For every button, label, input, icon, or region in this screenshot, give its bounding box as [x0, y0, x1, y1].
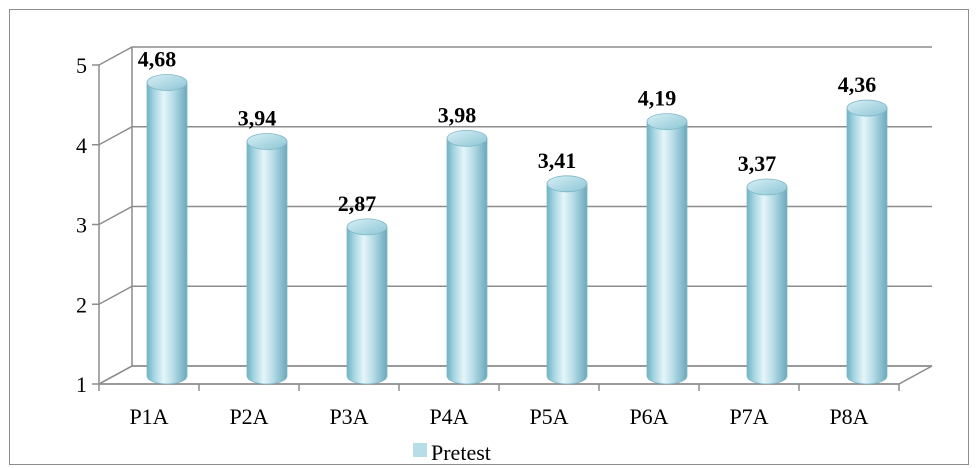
- y-tick-label: 5: [76, 53, 87, 78]
- y-tick-label: 1: [76, 372, 87, 397]
- data-label: 4,36: [838, 72, 877, 97]
- gridline: [98, 285, 932, 305]
- y-tick-label: 4: [76, 133, 87, 158]
- bar: [246, 133, 288, 385]
- bar-top: [746, 178, 788, 196]
- bars-layer: [146, 74, 888, 385]
- bar-body: [746, 186, 788, 385]
- x-tick-label: P4A: [429, 404, 468, 429]
- bar-body: [846, 107, 888, 385]
- bar-body: [346, 226, 388, 385]
- chart-floor: [98, 365, 933, 385]
- data-label: 3,41: [538, 148, 577, 173]
- data-label: 4,68: [138, 47, 177, 72]
- bar-top: [146, 74, 188, 91]
- bar: [346, 218, 388, 385]
- y-tick-label: 3: [76, 213, 87, 238]
- x-tick-label: P3A: [329, 404, 368, 429]
- bar: [146, 74, 188, 385]
- bar-top: [846, 99, 888, 117]
- data-label: 3,37: [738, 151, 777, 176]
- bar-top: [546, 175, 588, 193]
- bar-top: [346, 218, 388, 236]
- bar-body: [546, 183, 588, 385]
- x-tick-label: P2A: [229, 404, 268, 429]
- bar: [846, 99, 888, 385]
- legend: Pretest: [413, 440, 491, 465]
- labels-layer: 4,68 3,94 2,87 3,98 3,41 4,19 3,37 4,36: [138, 47, 877, 216]
- bar-top: [246, 133, 288, 150]
- data-label: 3,94: [238, 106, 277, 131]
- gridline: [98, 46, 932, 66]
- x-tick-label: P7A: [729, 404, 768, 429]
- x-tick-label: P5A: [529, 404, 568, 429]
- x-tick-label: P6A: [629, 404, 668, 429]
- data-label: 4,19: [638, 86, 677, 111]
- legend-label: Pretest: [431, 440, 491, 465]
- bar: [446, 129, 488, 385]
- bar-body: [646, 121, 688, 385]
- y-tick-label: 2: [76, 292, 87, 317]
- data-label: 2,87: [338, 191, 377, 216]
- x-tick-label: P1A: [129, 404, 168, 429]
- x-tick-label: P8A: [829, 404, 868, 429]
- bar: [646, 113, 688, 385]
- bar: [546, 175, 588, 385]
- bar-top: [646, 113, 688, 130]
- gridline: [98, 365, 932, 385]
- bar-body: [446, 137, 488, 385]
- bar-top: [446, 129, 488, 147]
- data-label: 3,98: [438, 102, 477, 127]
- bar-body: [146, 82, 188, 385]
- bar: [746, 178, 788, 385]
- legend-swatch: [413, 443, 427, 457]
- grid-layer: [98, 46, 933, 385]
- gridline: [98, 205, 932, 226]
- bar-body: [246, 141, 288, 385]
- gridline: [98, 126, 932, 146]
